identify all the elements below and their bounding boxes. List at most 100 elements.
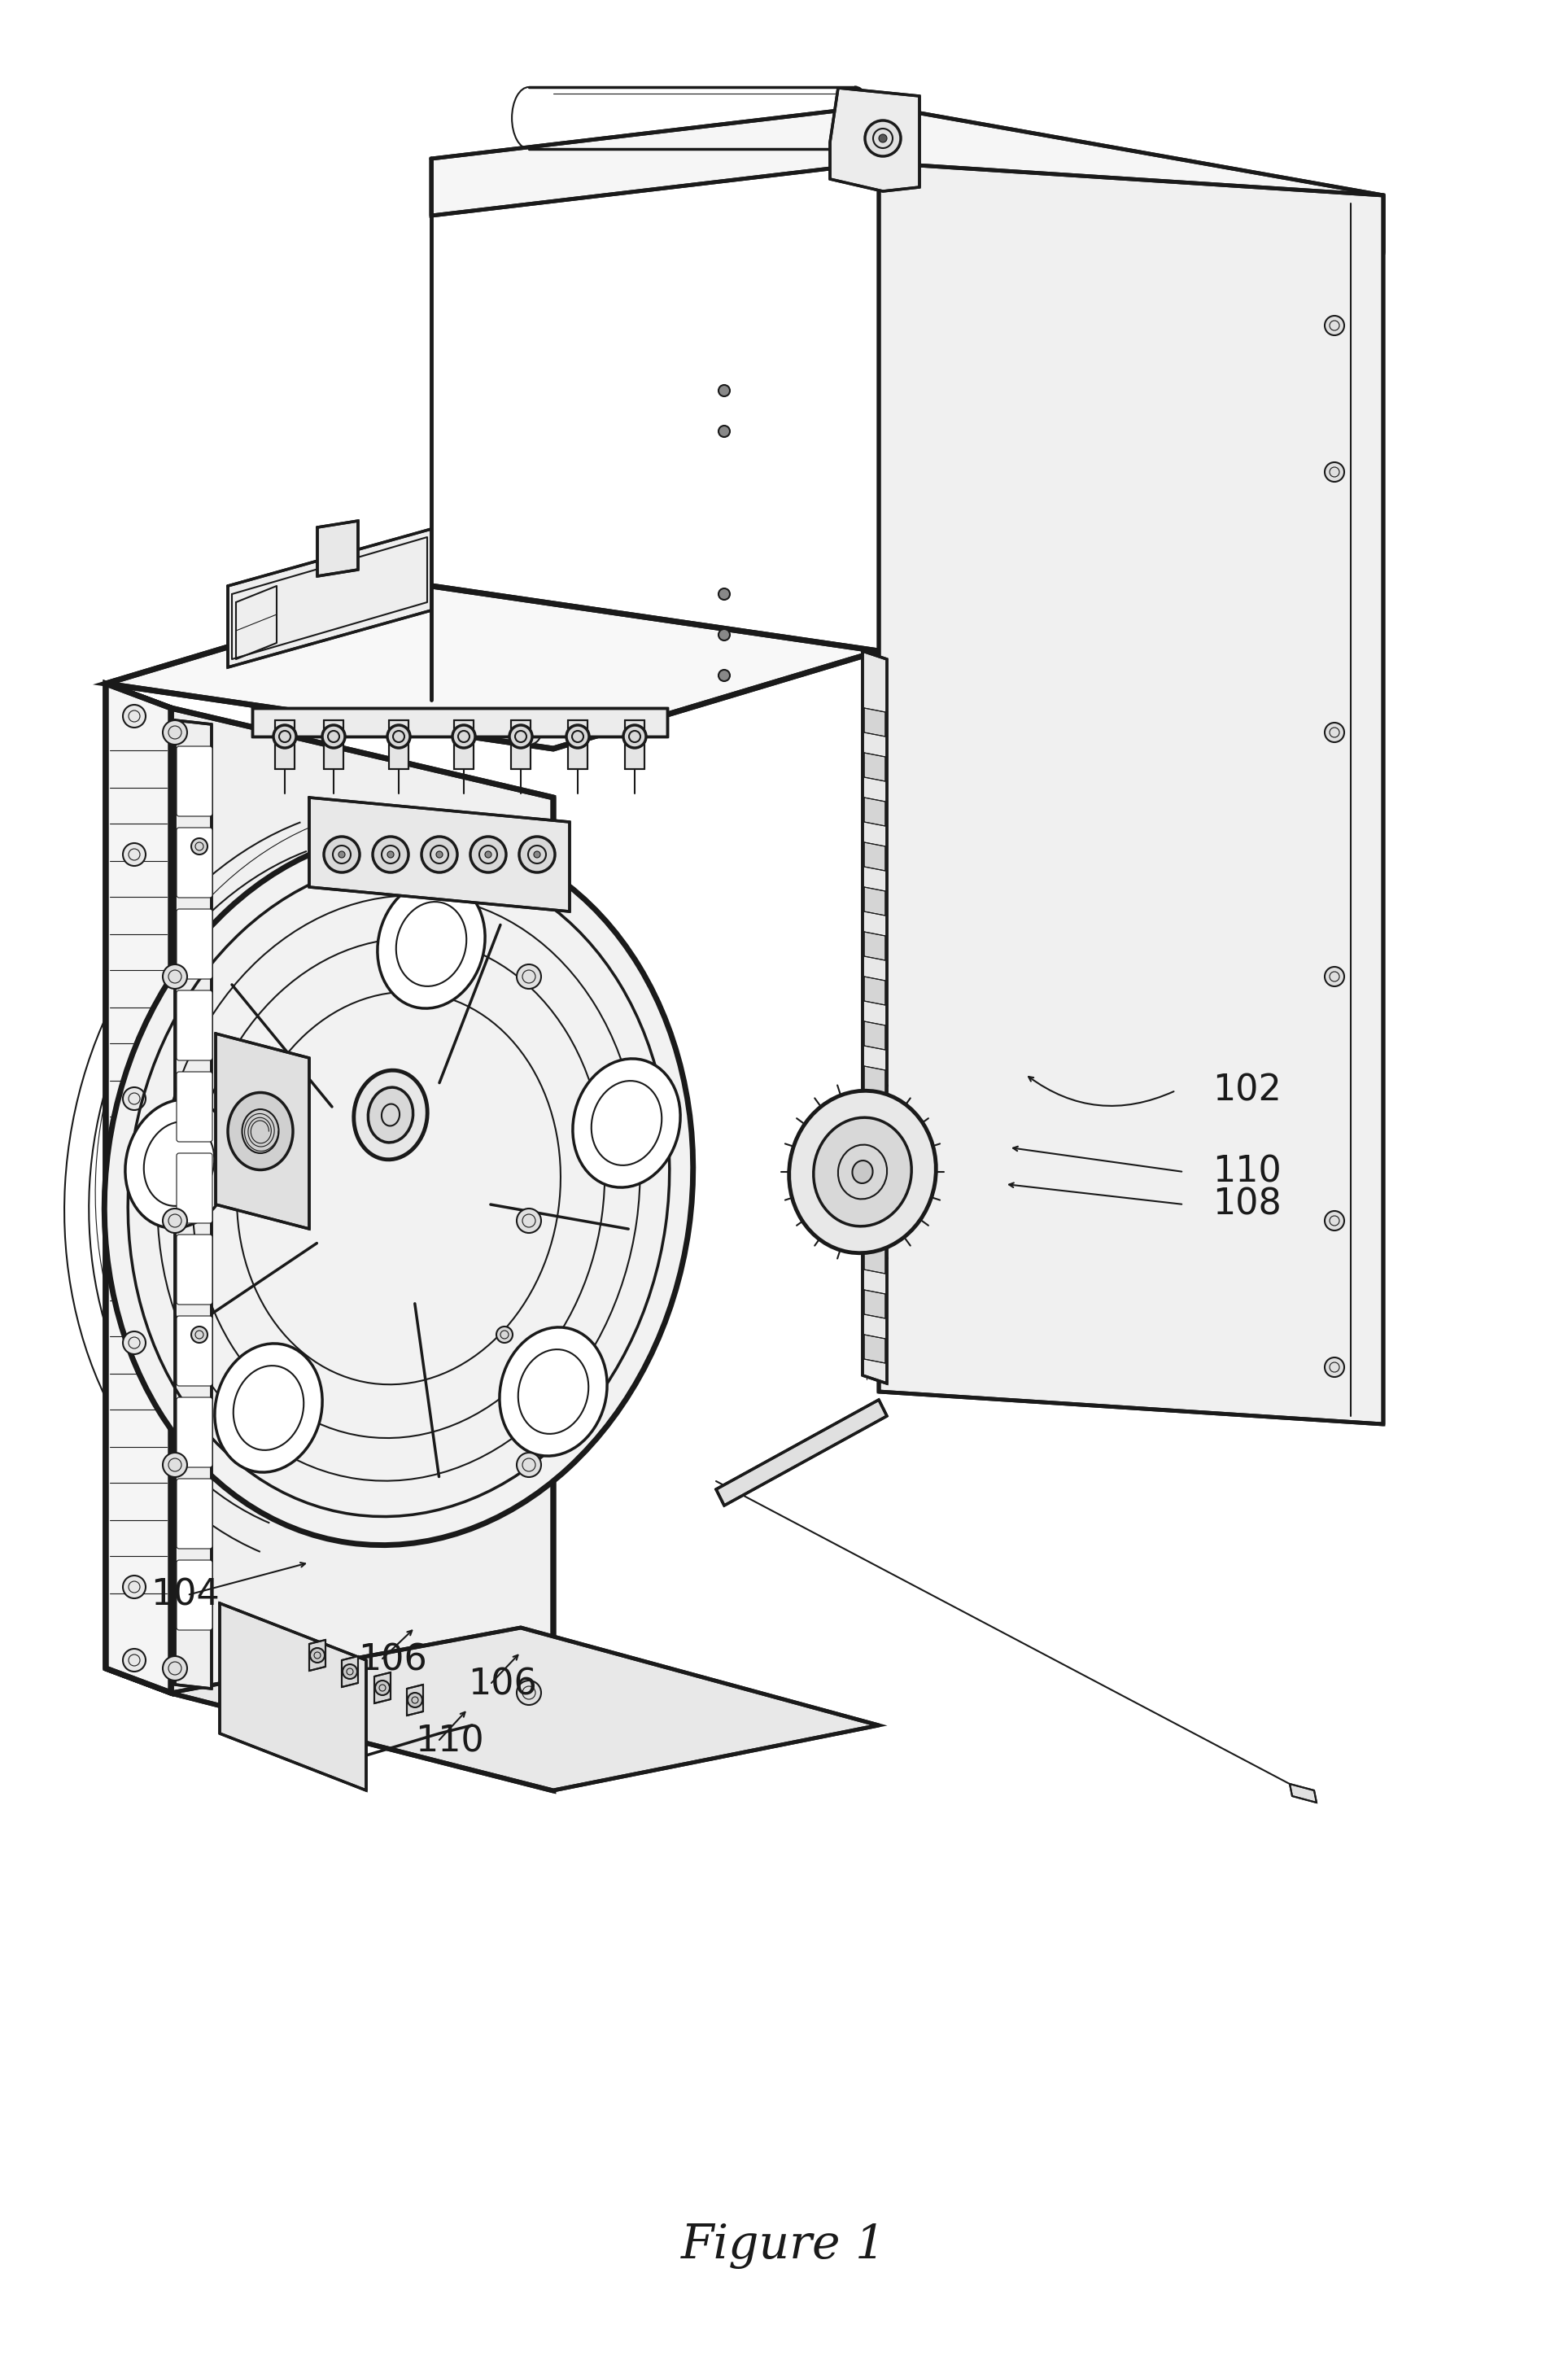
Polygon shape (864, 1112, 886, 1140)
Ellipse shape (354, 1070, 428, 1159)
Polygon shape (171, 1628, 878, 1791)
Polygon shape (829, 87, 919, 191)
Circle shape (191, 839, 207, 855)
Polygon shape (626, 721, 644, 768)
Circle shape (519, 836, 555, 872)
Text: 106: 106 (358, 1642, 426, 1677)
Polygon shape (220, 1602, 367, 1791)
Text: 104: 104 (151, 1579, 220, 1612)
FancyBboxPatch shape (177, 1152, 212, 1223)
Polygon shape (864, 1023, 886, 1051)
Polygon shape (216, 1034, 309, 1230)
Circle shape (1325, 316, 1344, 335)
Circle shape (470, 836, 506, 872)
Polygon shape (325, 721, 343, 768)
FancyBboxPatch shape (177, 909, 212, 980)
Ellipse shape (105, 832, 693, 1546)
Text: 106: 106 (467, 1668, 536, 1701)
Ellipse shape (125, 1100, 232, 1227)
Polygon shape (431, 106, 1383, 252)
Polygon shape (406, 1685, 423, 1715)
Circle shape (375, 1680, 390, 1696)
Circle shape (273, 726, 296, 747)
Polygon shape (309, 799, 569, 912)
Circle shape (1325, 1211, 1344, 1230)
FancyBboxPatch shape (177, 1235, 212, 1305)
Polygon shape (342, 1656, 358, 1687)
Polygon shape (455, 721, 474, 768)
Circle shape (163, 1454, 187, 1477)
Circle shape (387, 851, 394, 858)
Polygon shape (864, 843, 886, 872)
Circle shape (122, 1331, 146, 1355)
Circle shape (163, 964, 187, 990)
Polygon shape (317, 521, 358, 577)
Polygon shape (878, 163, 1383, 1423)
Ellipse shape (572, 1058, 681, 1187)
Polygon shape (171, 709, 554, 1791)
Circle shape (485, 851, 491, 858)
Circle shape (517, 721, 541, 744)
Circle shape (387, 726, 411, 747)
Circle shape (718, 384, 729, 396)
Text: 110: 110 (416, 1725, 485, 1760)
Circle shape (122, 1649, 146, 1670)
Circle shape (453, 726, 475, 747)
Polygon shape (864, 1157, 886, 1185)
Polygon shape (105, 587, 878, 749)
Polygon shape (375, 1673, 390, 1703)
Text: 102: 102 (1212, 1072, 1281, 1107)
Circle shape (323, 726, 345, 747)
Circle shape (718, 629, 729, 641)
Circle shape (339, 851, 345, 858)
Circle shape (624, 726, 646, 747)
FancyBboxPatch shape (177, 1317, 212, 1385)
Polygon shape (176, 721, 212, 1689)
Ellipse shape (853, 1162, 873, 1183)
Circle shape (878, 134, 887, 141)
Polygon shape (1290, 1783, 1317, 1802)
Circle shape (436, 851, 442, 858)
Ellipse shape (215, 1343, 323, 1472)
Polygon shape (864, 1199, 886, 1230)
Ellipse shape (500, 1326, 607, 1456)
Text: 110: 110 (1212, 1154, 1281, 1190)
Circle shape (510, 726, 532, 747)
FancyBboxPatch shape (177, 1072, 212, 1143)
Circle shape (497, 839, 513, 855)
Polygon shape (717, 1399, 887, 1505)
Circle shape (1325, 1357, 1344, 1376)
Polygon shape (511, 721, 530, 768)
Polygon shape (568, 721, 588, 768)
Circle shape (517, 1209, 541, 1232)
Circle shape (866, 120, 900, 155)
Polygon shape (864, 1067, 886, 1096)
Circle shape (718, 426, 729, 436)
Polygon shape (389, 721, 409, 768)
Polygon shape (864, 888, 886, 916)
Circle shape (517, 964, 541, 990)
Circle shape (122, 1086, 146, 1110)
Circle shape (533, 851, 541, 858)
Circle shape (325, 836, 359, 872)
Circle shape (310, 1647, 325, 1663)
Polygon shape (227, 530, 431, 667)
Text: Figure 1: Figure 1 (681, 2224, 886, 2269)
FancyBboxPatch shape (177, 747, 212, 815)
Circle shape (422, 836, 458, 872)
Polygon shape (274, 721, 295, 768)
Circle shape (122, 704, 146, 728)
Ellipse shape (378, 879, 485, 1008)
FancyBboxPatch shape (177, 1560, 212, 1630)
Ellipse shape (814, 1117, 911, 1225)
Circle shape (718, 669, 729, 681)
Polygon shape (864, 1333, 886, 1364)
Polygon shape (864, 933, 886, 961)
Circle shape (1325, 966, 1344, 987)
Ellipse shape (368, 1088, 412, 1143)
Polygon shape (864, 1289, 886, 1319)
Circle shape (718, 589, 729, 601)
Circle shape (517, 1680, 541, 1706)
Circle shape (1325, 462, 1344, 481)
Circle shape (1325, 723, 1344, 742)
